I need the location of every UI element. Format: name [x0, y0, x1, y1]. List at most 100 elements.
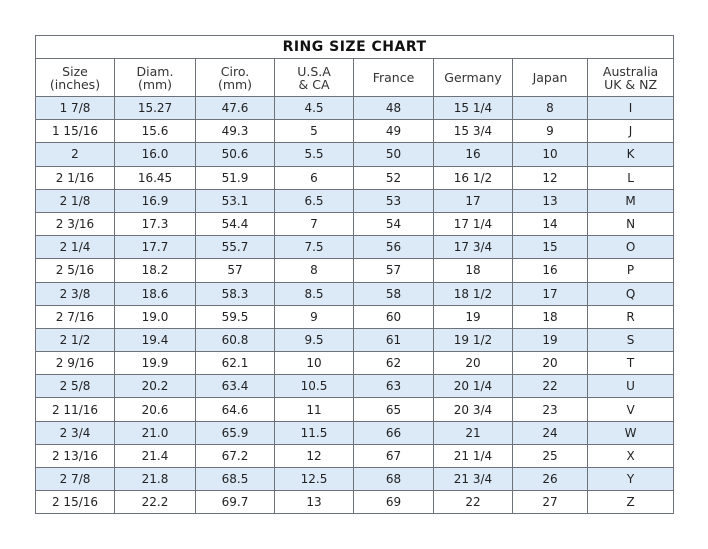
- cell-germany: 20 3/4: [433, 397, 513, 422]
- cell-germany: 16: [433, 142, 513, 167]
- cell-circumference-mm: 59.5: [195, 304, 275, 329]
- cell-australia-uk-nz: W: [586, 420, 675, 445]
- table-row: 2 5/8 20.2 63.4 10.5 63 20 1/4 22 U: [35, 374, 675, 399]
- cell-germany: 22: [433, 490, 513, 515]
- cell-circumference-mm: 60.8: [195, 327, 275, 353]
- cell-france: 65: [353, 397, 434, 422]
- cell-germany: 15 1/4: [433, 95, 513, 121]
- column-header-circumference-mm: Ciro. (mm): [195, 58, 275, 97]
- cell-japan: 25: [512, 443, 588, 469]
- cell-diameter-mm: 21.8: [114, 466, 196, 492]
- cell-japan: 20: [512, 351, 588, 376]
- cell-size-inches: 2 1/4: [35, 235, 115, 260]
- cell-japan: 24: [512, 420, 588, 445]
- column-header-usa-ca: U.S.A & CA: [274, 58, 354, 97]
- cell-circumference-mm: 65.9: [195, 420, 275, 445]
- table-row: 2 3/8 18.6 58.3 8.5 58 18 1/2 17 Q: [35, 281, 675, 306]
- cell-usa-ca: 11: [274, 397, 354, 422]
- cell-germany: 19: [433, 304, 513, 329]
- cell-size-inches: 1 15/16: [35, 119, 115, 144]
- column-header-germany: Germany: [433, 58, 513, 97]
- cell-circumference-mm: 50.6: [195, 142, 275, 167]
- table-row: 2 11/16 20.6 64.6 11 65 20 3/4 23 V: [35, 397, 675, 422]
- column-header-australia-uk-nz: Australia UK & NZ: [586, 58, 675, 97]
- cell-size-inches: 2 15/16: [35, 490, 115, 515]
- cell-france: 62: [353, 351, 434, 376]
- ring-size-table: RING SIZE CHART Size (inches) Diam. (mm) C…: [34, 35, 675, 515]
- cell-diameter-mm: 22.2: [114, 490, 196, 515]
- cell-germany: 21 1/4: [433, 443, 513, 469]
- column-header-france: France: [353, 58, 434, 97]
- cell-usa-ca: 10.5: [274, 374, 354, 399]
- cell-circumference-mm: 57: [195, 258, 275, 283]
- cell-australia-uk-nz: S: [586, 327, 675, 353]
- cell-japan: 27: [512, 490, 588, 515]
- table-row: 2 3/16 17.3 54.4 7 54 17 1/4 14 N: [35, 211, 675, 237]
- cell-germany: 21: [433, 420, 513, 445]
- table-row: 2 3/4 21.0 65.9 11.5 66 21 24 W: [35, 420, 675, 445]
- cell-japan: 23: [512, 397, 588, 422]
- cell-japan: 9: [512, 119, 588, 144]
- cell-diameter-mm: 15.6: [114, 119, 196, 144]
- cell-size-inches: 2 11/16: [35, 397, 115, 422]
- cell-diameter-mm: 15.27: [114, 95, 196, 121]
- cell-circumference-mm: 54.4: [195, 211, 275, 237]
- table-row: 2 13/16 21.4 67.2 12 67 21 1/4 25 X: [35, 443, 675, 469]
- cell-circumference-mm: 58.3: [195, 281, 275, 306]
- cell-size-inches: 2 9/16: [35, 351, 115, 376]
- cell-size-inches: 2 13/16: [35, 443, 115, 469]
- table-row: 2 16.0 50.6 5.5 50 16 10 K: [35, 142, 675, 167]
- cell-size-inches: 2 1/8: [35, 188, 115, 213]
- cell-germany: 17 3/4: [433, 235, 513, 260]
- cell-usa-ca: 6.5: [274, 188, 354, 213]
- cell-usa-ca: 6: [274, 165, 354, 190]
- header-row: Size (inches) Diam. (mm) Ciro. (mm) U.S.A &…: [35, 58, 675, 97]
- cell-japan: 26: [512, 466, 588, 492]
- cell-circumference-mm: 64.6: [195, 397, 275, 422]
- cell-france: 53: [353, 188, 434, 213]
- cell-france: 68: [353, 466, 434, 492]
- table-row: 2 1/4 17.7 55.7 7.5 56 17 3/4 15 O: [35, 235, 675, 260]
- cell-japan: 16: [512, 258, 588, 283]
- cell-france: 69: [353, 490, 434, 515]
- cell-usa-ca: 5.5: [274, 142, 354, 167]
- cell-japan: 10: [512, 142, 588, 167]
- cell-diameter-mm: 18.6: [114, 281, 196, 306]
- cell-australia-uk-nz: P: [586, 258, 675, 283]
- cell-circumference-mm: 47.6: [195, 95, 275, 121]
- cell-germany: 19 1/2: [433, 327, 513, 353]
- cell-france: 60: [353, 304, 434, 329]
- cell-size-inches: 2 3/16: [35, 211, 115, 237]
- cell-usa-ca: 12.5: [274, 466, 354, 492]
- cell-usa-ca: 8.5: [274, 281, 354, 306]
- cell-usa-ca: 13: [274, 490, 354, 515]
- cell-size-inches: 2 5/16: [35, 258, 115, 283]
- table-row: 2 7/8 21.8 68.5 12.5 68 21 3/4 26 Y: [35, 466, 675, 492]
- cell-germany: 17: [433, 188, 513, 213]
- column-header-size-inches: Size (inches): [35, 58, 115, 97]
- cell-germany: 18: [433, 258, 513, 283]
- cell-diameter-mm: 20.6: [114, 397, 196, 422]
- cell-diameter-mm: 21.4: [114, 443, 196, 469]
- cell-japan: 13: [512, 188, 588, 213]
- table-row: 2 7/16 19.0 59.5 9 60 19 18 R: [35, 304, 675, 329]
- cell-france: 61: [353, 327, 434, 353]
- cell-australia-uk-nz: N: [586, 211, 675, 237]
- cell-usa-ca: 10: [274, 351, 354, 376]
- cell-japan: 14: [512, 211, 588, 237]
- cell-diameter-mm: 17.3: [114, 211, 196, 237]
- cell-france: 58: [353, 281, 434, 306]
- table-row: 1 15/16 15.6 49.3 5 49 15 3/4 9 J: [35, 119, 675, 144]
- cell-australia-uk-nz: Y: [586, 466, 675, 492]
- cell-australia-uk-nz: U: [586, 374, 675, 399]
- cell-diameter-mm: 19.4: [114, 327, 196, 353]
- cell-japan: 17: [512, 281, 588, 306]
- cell-diameter-mm: 16.0: [114, 142, 196, 167]
- cell-diameter-mm: 16.45: [114, 165, 196, 190]
- cell-australia-uk-nz: M: [586, 188, 675, 213]
- cell-japan: 15: [512, 235, 588, 260]
- cell-circumference-mm: 55.7: [195, 235, 275, 260]
- cell-size-inches: 2 1/2: [35, 327, 115, 353]
- cell-australia-uk-nz: L: [586, 165, 675, 190]
- cell-circumference-mm: 68.5: [195, 466, 275, 492]
